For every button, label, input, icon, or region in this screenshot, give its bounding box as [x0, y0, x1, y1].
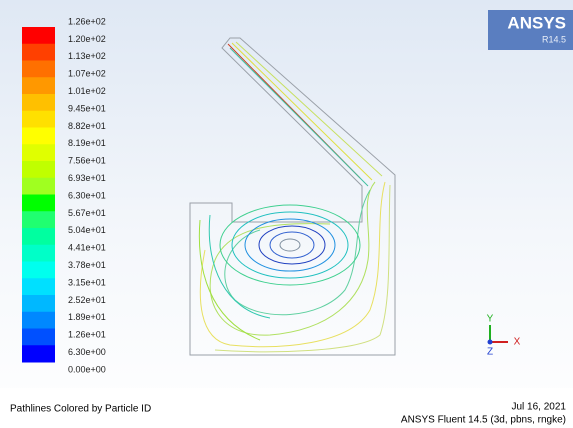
colorbar-label: 3.78e+01 — [68, 260, 106, 270]
colorbar-label: 1.26e+01 — [68, 330, 106, 340]
colorbar-label: 1.89e+01 — [68, 312, 106, 322]
color-swatch — [22, 161, 55, 178]
triad-x: X — [514, 337, 521, 348]
colorbar-label: 6.30e+00 — [68, 347, 106, 357]
colorbar-label: 5.04e+01 — [68, 225, 106, 235]
color-swatch — [22, 61, 55, 78]
logo-brand: ANSYS — [507, 13, 566, 32]
caption: Pathlines Colored by Particle ID — [10, 404, 151, 415]
color-swatch — [22, 144, 55, 161]
colorbar-label: 1.13e+02 — [68, 51, 106, 61]
color-swatch — [22, 128, 55, 145]
product: ANSYS Fluent 14.5 (3d, pbns, rngke) — [401, 415, 566, 426]
logo-version: R14.5 — [542, 34, 566, 44]
colorbar-label: 1.20e+02 — [68, 34, 106, 44]
color-swatch — [22, 111, 55, 128]
color-swatch — [22, 44, 55, 61]
colorbar-label: 1.01e+02 — [68, 86, 106, 96]
colorbar-label: 0.00e+00 — [68, 364, 106, 374]
colorbar-label: 7.56e+01 — [68, 156, 106, 166]
color-swatch — [22, 94, 55, 111]
color-swatch — [22, 211, 55, 228]
colorbar-label: 4.41e+01 — [68, 243, 106, 253]
colorbar-label: 2.52e+01 — [68, 295, 106, 305]
colorbar-label: 1.07e+02 — [68, 69, 106, 79]
triad-z: Z — [487, 347, 493, 358]
colorbar-label: 3.15e+01 — [68, 277, 106, 287]
color-swatch — [22, 77, 55, 94]
color-swatch — [22, 228, 55, 245]
color-swatch — [22, 312, 55, 329]
color-swatch — [22, 295, 55, 312]
color-swatch — [22, 27, 55, 44]
date: Jul 16, 2021 — [512, 402, 567, 413]
triad-y: Y — [487, 314, 494, 325]
color-swatch — [22, 262, 55, 279]
color-swatch — [22, 345, 55, 362]
colorbar-label: 8.19e+01 — [68, 138, 106, 148]
color-swatch — [22, 178, 55, 195]
fluent-window: 1.26e+02 1.20e+02 1.13e+02 1.07e+02 1.01e+02… — [0, 0, 573, 428]
colorbar-label: 6.93e+01 — [68, 173, 106, 183]
color-swatch — [22, 329, 55, 346]
colorbar-label: 9.45e+01 — [68, 103, 106, 113]
colorbar-label: 1.26e+02 — [68, 16, 106, 26]
colorbar-label: 5.67e+01 — [68, 208, 106, 218]
colorbar-label: 6.30e+01 — [68, 190, 106, 200]
colorbar-label: 8.82e+01 — [68, 121, 106, 131]
color-swatch — [22, 278, 55, 295]
color-swatch — [22, 195, 55, 212]
color-swatch — [22, 245, 55, 262]
